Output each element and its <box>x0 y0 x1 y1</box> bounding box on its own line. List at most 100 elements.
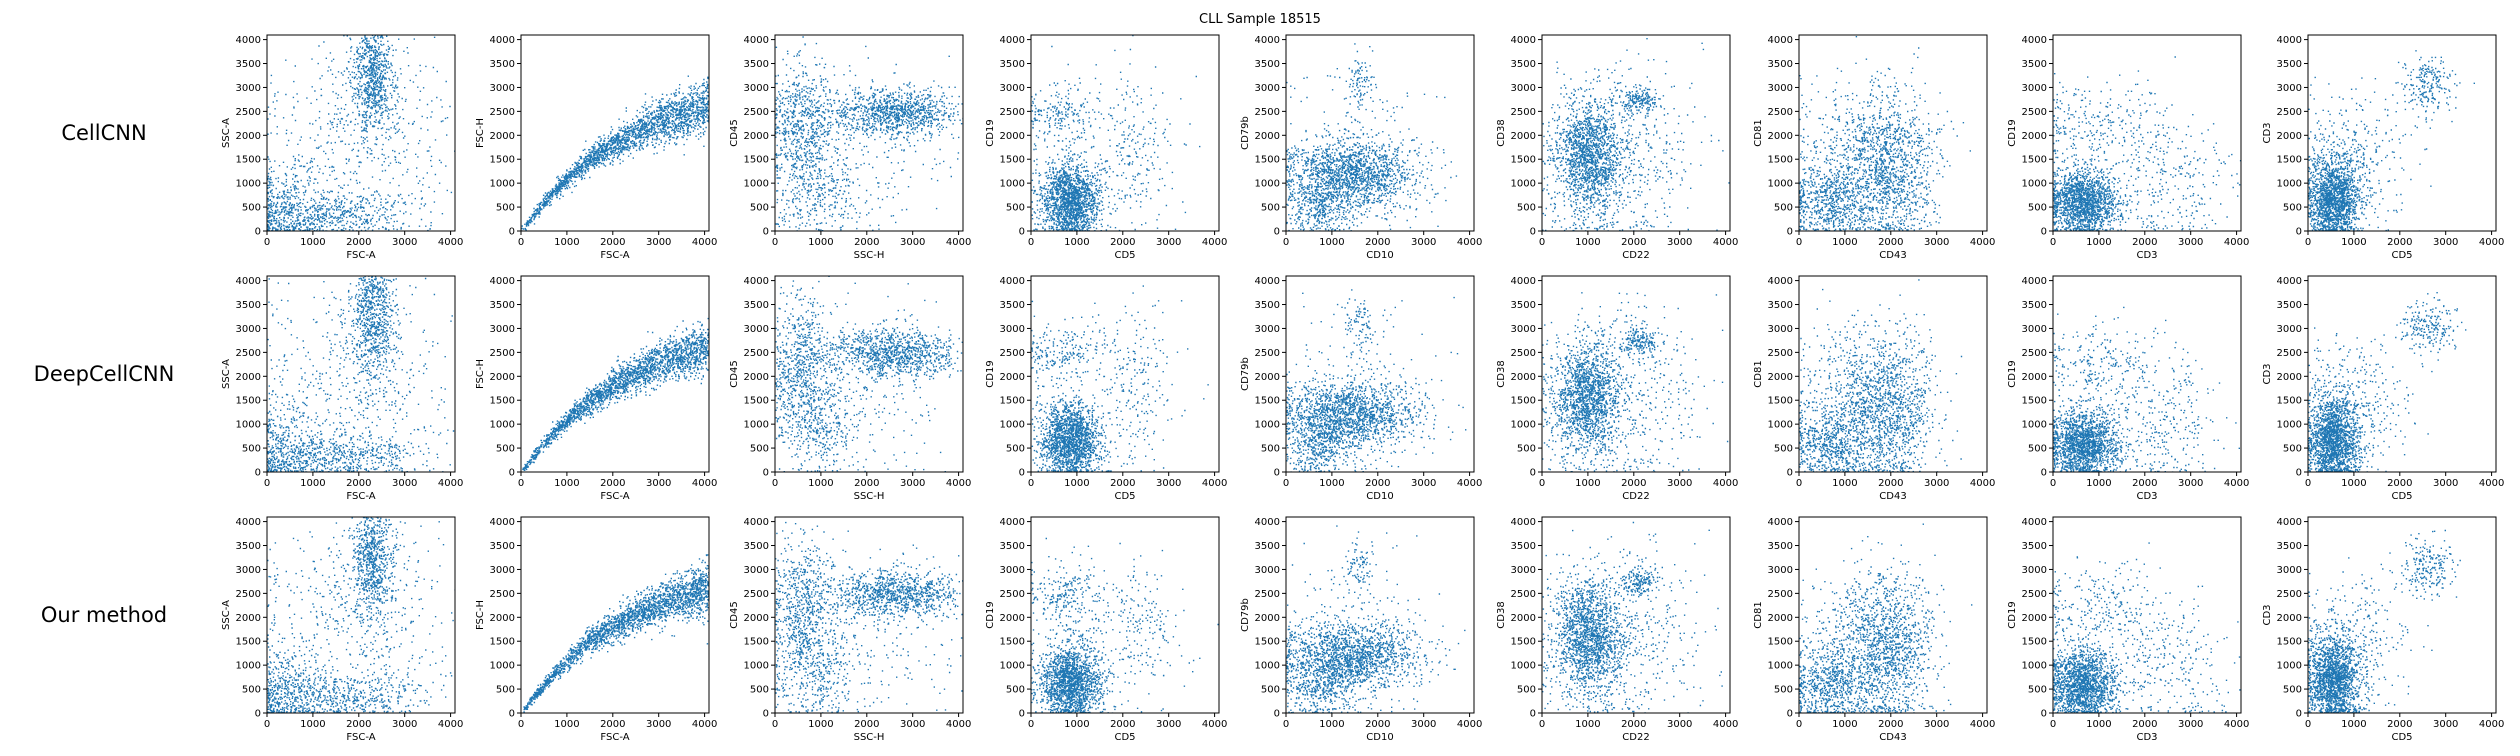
y-tick-label: 4000 <box>1511 517 1536 528</box>
x-tick-label: 3000 <box>2178 719 2203 730</box>
y-tick-label: 2500 <box>2022 589 2047 600</box>
x-axis-label: CD43 <box>1879 491 1906 502</box>
y-axis-label: FSC-H <box>475 118 486 148</box>
x-tick-label: 0 <box>1283 478 1289 489</box>
y-axis-label: CD19 <box>2007 601 2018 628</box>
x-tick-label: 0 <box>1283 237 1289 248</box>
y-tick-label: 0 <box>2296 709 2302 720</box>
figure-title: CLL Sample 18515 <box>1199 12 1321 27</box>
x-tick-label: 4000 <box>1457 719 1482 730</box>
x-axis-label: FSC-A <box>600 250 629 261</box>
x-tick-label: 1000 <box>2086 719 2111 730</box>
y-axis-label: CD45 <box>729 119 740 146</box>
y-tick-label: 1500 <box>1511 637 1536 648</box>
y-tick-label: 2500 <box>1255 107 1280 118</box>
y-tick-label: 0 <box>1274 227 1280 238</box>
y-tick-label: 1000 <box>1000 179 1025 190</box>
x-tick-label: 1000 <box>808 478 833 489</box>
x-tick-label: 2000 <box>1878 478 1903 489</box>
y-tick-label: 1500 <box>1255 637 1280 648</box>
y-tick-label: 2500 <box>490 107 515 118</box>
x-axis-label: CD43 <box>1879 250 1906 261</box>
y-axis-label: CD38 <box>1496 360 1507 387</box>
x-tick-label: 3000 <box>1924 719 1949 730</box>
y-tick-label: 3000 <box>1511 83 1536 94</box>
x-axis-label: CD5 <box>1114 250 1135 261</box>
x-tick-label: 4000 <box>1713 478 1738 489</box>
y-tick-label: 0 <box>1787 709 1793 720</box>
x-tick-label: 1000 <box>1832 478 1857 489</box>
y-axis-label: CD45 <box>729 360 740 387</box>
y-tick-label: 0 <box>509 468 515 479</box>
y-tick-label: 2000 <box>744 372 769 383</box>
y-tick-label: 4000 <box>744 517 769 528</box>
x-axis-label: SSC-H <box>854 491 885 502</box>
y-tick-label: 3500 <box>2022 541 2047 552</box>
y-tick-label: 500 <box>2283 685 2302 696</box>
y-tick-label: 3000 <box>1255 565 1280 576</box>
y-tick-label: 0 <box>2041 227 2047 238</box>
y-axis-label: FSC-H <box>475 359 486 389</box>
y-axis-label: CD19 <box>985 601 996 628</box>
y-tick-label: 3000 <box>1511 565 1536 576</box>
x-tick-label: 0 <box>1796 719 1802 730</box>
x-tick-label: 4000 <box>1970 478 1995 489</box>
y-axis-label: CD3 <box>2262 604 2273 625</box>
y-tick-label: 3000 <box>490 83 515 94</box>
x-tick-label: 2000 <box>1365 237 1390 248</box>
y-tick-label: 0 <box>255 709 261 720</box>
x-axis-label: CD3 <box>2136 491 2157 502</box>
y-tick-label: 2500 <box>1768 589 1793 600</box>
y-tick-label: 500 <box>1261 444 1280 455</box>
y-tick-label: 1500 <box>1768 396 1793 407</box>
y-tick-label: 1000 <box>1768 420 1793 431</box>
y-tick-label: 2000 <box>2277 372 2302 383</box>
y-tick-label: 500 <box>750 685 769 696</box>
x-tick-label: 2000 <box>1878 719 1903 730</box>
y-tick-label: 2500 <box>1511 348 1536 359</box>
x-tick-label: 1000 <box>2341 719 2366 730</box>
x-tick-label: 4000 <box>946 719 971 730</box>
y-tick-label: 500 <box>242 203 261 214</box>
y-tick-label: 500 <box>1261 203 1280 214</box>
x-tick-label: 0 <box>772 237 778 248</box>
y-tick-label: 1000 <box>2277 179 2302 190</box>
x-axis-label: CD3 <box>2136 732 2157 743</box>
x-tick-label: 3000 <box>1667 237 1692 248</box>
x-axis-label: CD43 <box>1879 732 1906 743</box>
y-tick-label: 4000 <box>490 517 515 528</box>
y-tick-label: 3000 <box>236 324 261 335</box>
y-tick-label: 500 <box>242 685 261 696</box>
y-tick-label: 1500 <box>490 155 515 166</box>
y-axis-label: CD45 <box>729 601 740 628</box>
x-tick-label: 0 <box>1539 719 1545 730</box>
y-tick-label: 0 <box>2296 227 2302 238</box>
x-tick-label: 1000 <box>1319 478 1344 489</box>
y-tick-label: 2500 <box>2277 589 2302 600</box>
x-tick-label: 3000 <box>1924 478 1949 489</box>
y-tick-label: 0 <box>763 709 769 720</box>
y-tick-label: 2500 <box>1511 107 1536 118</box>
y-tick-label: 3500 <box>236 541 261 552</box>
x-tick-label: 2000 <box>2387 478 2412 489</box>
x-tick-label: 0 <box>1796 237 1802 248</box>
y-tick-label: 3000 <box>1511 324 1536 335</box>
x-tick-label: 1000 <box>2086 478 2111 489</box>
y-tick-label: 2000 <box>1511 613 1536 624</box>
x-tick-label: 0 <box>264 719 270 730</box>
y-tick-label: 3000 <box>490 565 515 576</box>
y-tick-label: 4000 <box>1000 517 1025 528</box>
x-tick-label: 2000 <box>2387 237 2412 248</box>
y-tick-label: 0 <box>509 709 515 720</box>
y-tick-label: 500 <box>2028 444 2047 455</box>
x-tick-label: 2000 <box>346 237 371 248</box>
x-axis-label: FSC-A <box>346 732 375 743</box>
y-tick-label: 3500 <box>236 59 261 70</box>
y-tick-label: 0 <box>1019 709 1025 720</box>
y-tick-label: 1500 <box>744 396 769 407</box>
y-tick-label: 3500 <box>490 300 515 311</box>
x-tick-label: 3000 <box>2433 719 2458 730</box>
y-tick-label: 4000 <box>1255 276 1280 287</box>
x-tick-label: 3000 <box>646 719 671 730</box>
x-tick-label: 2000 <box>1621 237 1646 248</box>
